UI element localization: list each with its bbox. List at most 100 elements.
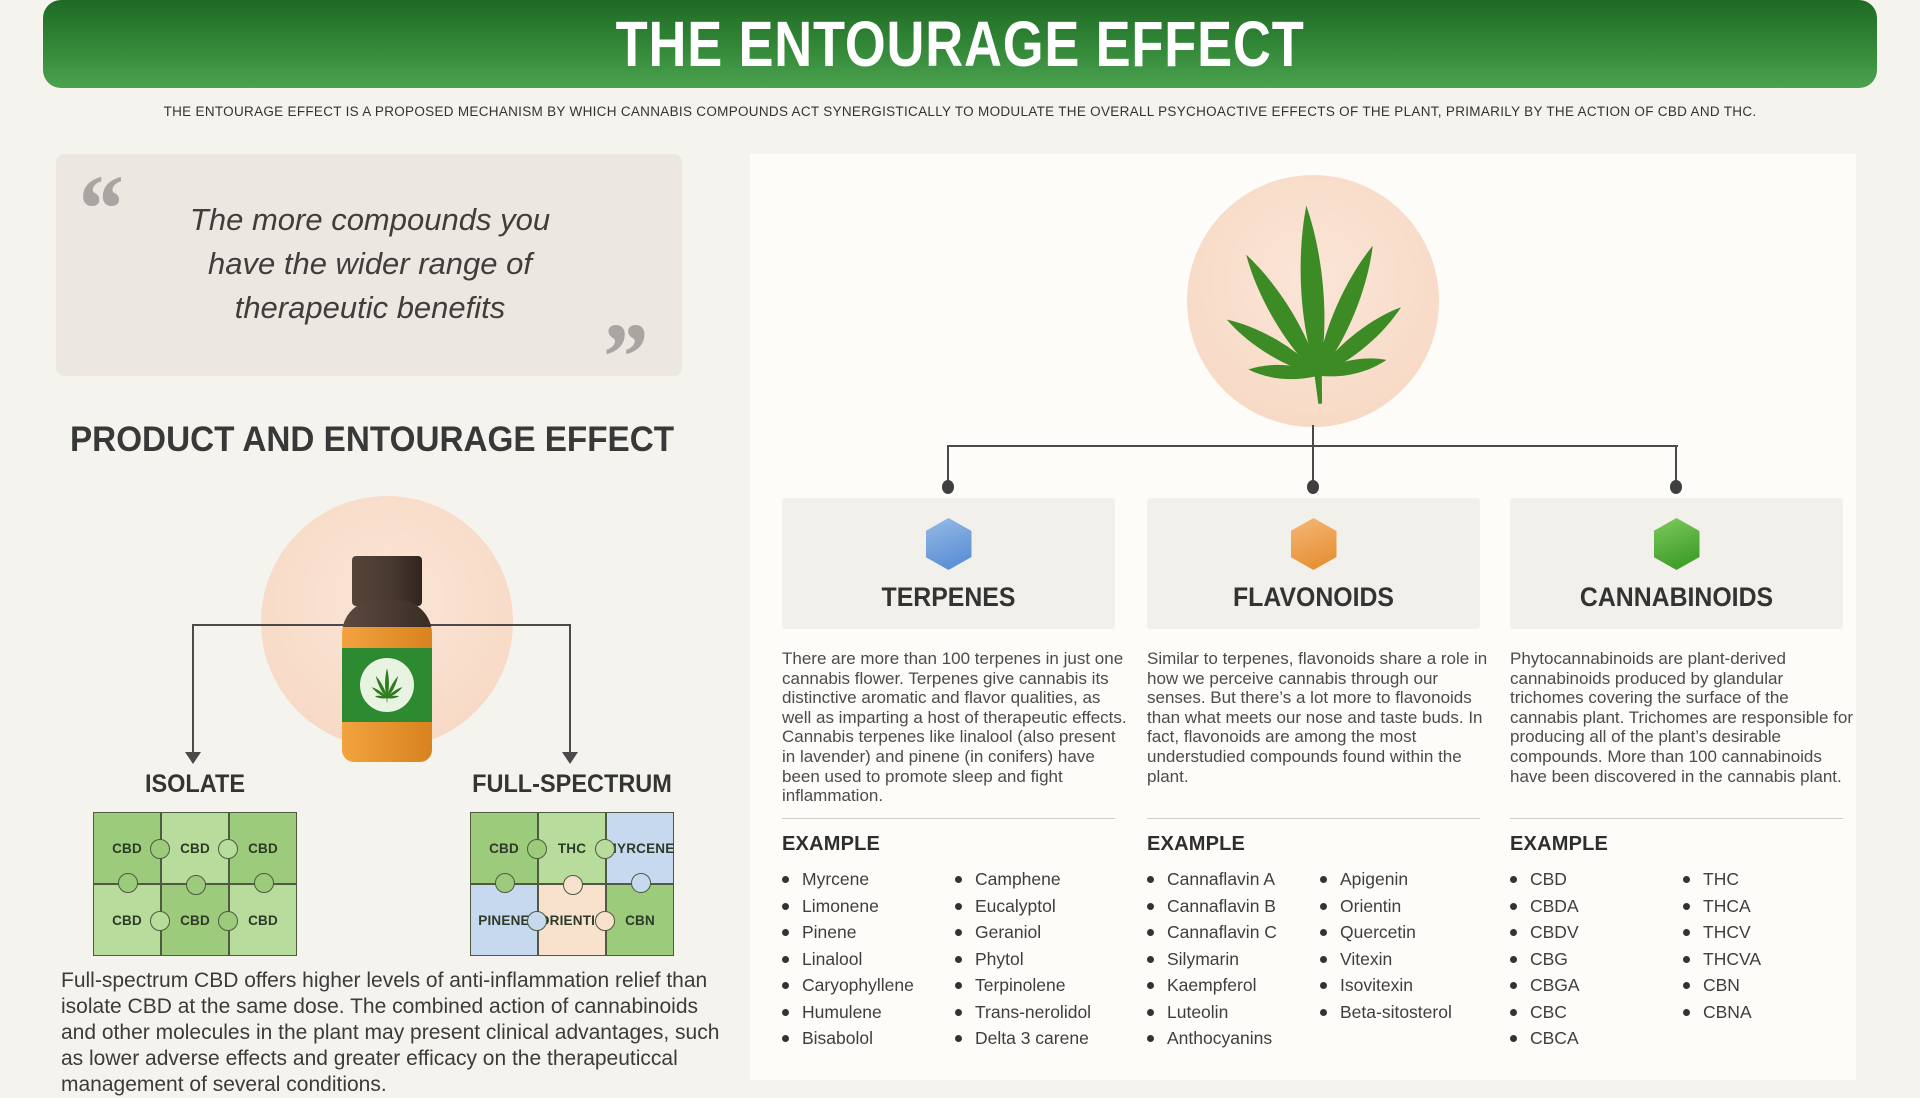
- example-heading: EXAMPLE: [1147, 833, 1246, 855]
- bullet-icon: [1683, 902, 1690, 910]
- flavonoids-example-list-1: Cannaflavin A Cannaflavin B Cannaflavin …: [1147, 869, 1320, 1057]
- list-item: Quercetin: [1320, 922, 1493, 942]
- connector-dot: [1670, 480, 1682, 494]
- bullet-icon: [1147, 1008, 1154, 1016]
- bullet-icon: [1147, 1035, 1154, 1042]
- puzzle-piece: CBD: [161, 875, 238, 956]
- puzzle-piece: CBD: [229, 884, 297, 956]
- bullet-icon: [782, 902, 789, 910]
- list-item: Geraniol: [955, 922, 1128, 942]
- bullet-icon: [1147, 929, 1154, 936]
- list-item: Orientin: [1320, 896, 1493, 916]
- bullet-icon: [1147, 955, 1154, 963]
- orange-hexagon-icon: [1290, 518, 1337, 570]
- flavonoids-section: Similar to terpenes, flavonoids share a …: [1147, 649, 1495, 1080]
- bullet-icon: [955, 876, 962, 883]
- bullet-icon: [782, 876, 789, 883]
- puzzle-piece: CBD: [93, 884, 170, 956]
- flavonoids-title: FLAVONOIDS: [1233, 582, 1394, 612]
- cannabinoids-section: Phytocannabinoids are plant-derived cann…: [1510, 649, 1858, 1080]
- list-item: THCA: [1683, 896, 1856, 916]
- puzzle-piece: CBD: [161, 812, 238, 884]
- puzzle-piece: THC: [538, 812, 615, 884]
- connector-dot: [942, 480, 954, 494]
- product-section-heading: PRODUCT AND ENTOURAGE EFFECT: [70, 420, 675, 459]
- bullet-icon: [1510, 955, 1517, 963]
- isolate-label: ISOLATE: [144, 770, 246, 798]
- bullet-icon: [1510, 876, 1517, 883]
- bullet-icon: [1320, 929, 1327, 936]
- cbd-oil-bottle-illustration: [342, 600, 432, 762]
- bullet-icon: [1510, 1008, 1517, 1016]
- list-item: CBD: [1510, 869, 1683, 889]
- down-arrow-icon: [185, 752, 201, 764]
- bullet-icon: [1320, 955, 1327, 963]
- bullet-icon: [1320, 876, 1327, 883]
- bullet-icon: [1683, 955, 1690, 963]
- cannabinoids-card: CANNABINOIDS: [1510, 498, 1843, 629]
- close-quote-icon: ”: [598, 303, 646, 410]
- cannabinoids-example-list-1: CBD CBDA CBDV CBG CBGA CBC CBCA: [1510, 869, 1683, 1057]
- terpenes-card: TERPENES: [782, 498, 1115, 629]
- terpenes-section: There are more than 100 terpenes in just…: [782, 649, 1130, 1080]
- isolate-puzzle: CBD CBD CBD CBD CBD CBD: [93, 812, 297, 956]
- list-item: CBN: [1683, 975, 1856, 995]
- list-item: Myrcene: [782, 869, 955, 889]
- cannabinoids-description: Phytocannabinoids are plant-derived cann…: [1510, 649, 1854, 786]
- terpenes-title: TERPENES: [881, 582, 1016, 612]
- full-spectrum-paragraph: Full-spectrum CBD offers higher levels o…: [61, 969, 720, 1096]
- list-item: Camphene: [955, 869, 1128, 889]
- bullet-icon: [1147, 982, 1154, 989]
- terpenes-connector-line: [947, 445, 949, 487]
- puzzle-piece: PINENE: [470, 884, 547, 956]
- down-arrow-icon: [562, 752, 578, 764]
- cannabinoids-example-list-2: THC THCA THCV THCVA CBN CBNA: [1683, 869, 1856, 1057]
- list-item: Isovitexin: [1320, 975, 1493, 995]
- list-item: THCVA: [1683, 949, 1856, 969]
- terpenes-example-list-1: Myrcene Limonene Pinene Linalool Caryoph…: [782, 869, 955, 1057]
- bottle-label: [342, 648, 432, 722]
- bullet-icon: [1147, 876, 1154, 883]
- bullet-icon: [782, 982, 789, 989]
- list-item: Limonene: [782, 896, 955, 916]
- list-item: Cannaflavin C: [1147, 922, 1320, 942]
- flavonoids-example-list-2: Apigenin Orientin Quercetin Vitexin Isov…: [1320, 869, 1493, 1057]
- bullet-icon: [1683, 982, 1690, 989]
- blue-hexagon-icon: [925, 518, 972, 570]
- list-item: CBG: [1510, 949, 1683, 969]
- bullet-icon: [782, 1008, 789, 1016]
- connector-dot: [1307, 480, 1319, 494]
- open-quote-icon: “: [74, 155, 122, 262]
- bullet-icon: [782, 1035, 789, 1042]
- puzzle-piece: CBD: [229, 812, 297, 893]
- full-spectrum-label: FULL-SPECTRUM: [472, 770, 672, 798]
- bullet-icon: [782, 929, 789, 936]
- green-hexagon-icon: [1653, 518, 1700, 570]
- list-item: CBNA: [1683, 1002, 1856, 1022]
- divider: [782, 818, 1115, 819]
- bullet-icon: [955, 929, 962, 936]
- isolate-connector-line: [192, 624, 194, 752]
- cannabinoids-title: CANNABINOIDS: [1579, 582, 1774, 612]
- title-banner: THE ENTOURAGE EFFECT: [43, 0, 1877, 88]
- list-item: Cannaflavin A: [1147, 869, 1320, 889]
- terpenes-description: There are more than 100 terpenes in just…: [782, 649, 1127, 806]
- bullet-icon: [955, 1035, 962, 1042]
- bullet-icon: [1683, 929, 1690, 936]
- divider: [1510, 818, 1843, 819]
- list-item: THC: [1683, 869, 1856, 889]
- list-item: Beta-sitosterol: [1320, 1002, 1493, 1022]
- page-subtitle: THE ENTOURAGE EFFECT IS A PROPOSED MECHA…: [163, 104, 1757, 119]
- dropper-collar: [352, 556, 422, 606]
- flavonoids-connector-line: [1312, 445, 1314, 487]
- bottle-label-circle: [360, 658, 414, 712]
- list-item: Vitexin: [1320, 949, 1493, 969]
- divider: [1147, 818, 1480, 819]
- list-item: Caryophyllene: [782, 975, 955, 995]
- cannabis-leaf-icon: [371, 668, 403, 703]
- list-item: Anthocyanins: [1147, 1028, 1320, 1048]
- puzzle-piece: CBD: [470, 812, 547, 893]
- list-item: Eucalyptol: [955, 896, 1128, 916]
- quote-box: [56, 154, 682, 376]
- bullet-icon: [1320, 902, 1327, 910]
